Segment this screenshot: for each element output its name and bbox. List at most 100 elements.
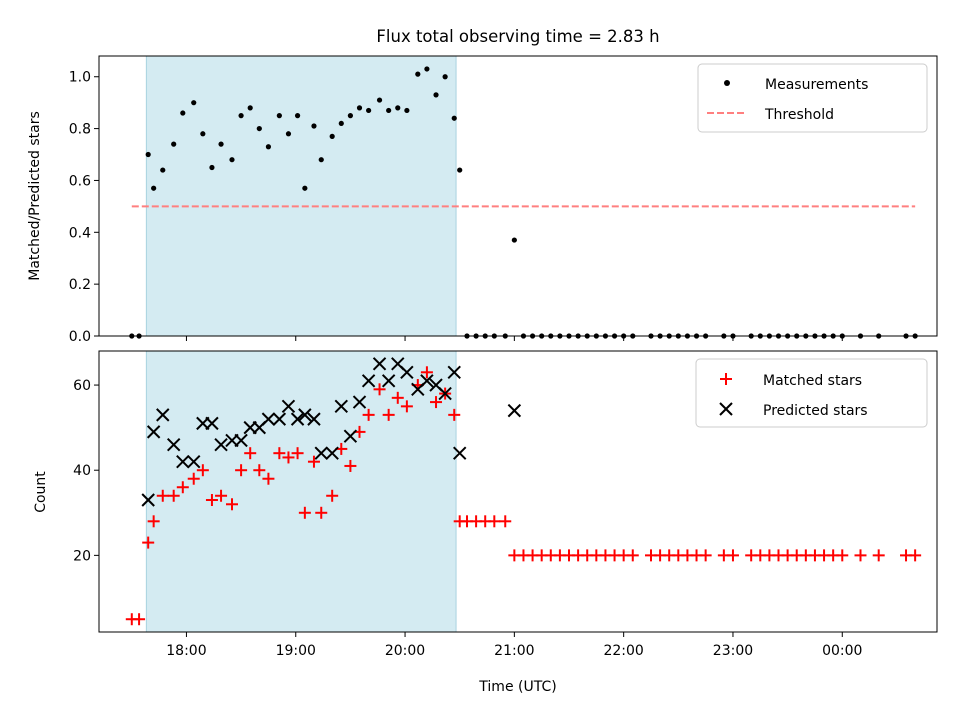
predicted-stars-point (352, 395, 367, 409)
measurements-point (424, 66, 430, 72)
matched-stars-point (142, 536, 155, 549)
predicted-stars-point (334, 399, 348, 414)
measurements-point (329, 133, 335, 139)
measurements-point (209, 164, 215, 171)
predicted-stars-point (166, 437, 181, 452)
matched-stars-point (373, 383, 386, 396)
predicted-stars-point (205, 416, 219, 431)
measurements-point (238, 113, 244, 119)
matched-stars-point (448, 408, 461, 421)
legend-measurements-label: Measurements (765, 77, 868, 93)
measurements-point (451, 115, 457, 121)
matched-stars-point (430, 396, 443, 409)
measurements-point (433, 92, 439, 98)
measurements-point (191, 100, 197, 106)
measurements-point (356, 105, 363, 111)
predicted-stars-point (372, 357, 387, 371)
matched-stars-point (147, 515, 160, 528)
legend-predicted-label: Predicted stars (763, 403, 868, 419)
bottom-ytick-label: 20 (73, 548, 91, 564)
matched-stars-point (420, 366, 433, 379)
predicted-stars-point (381, 374, 396, 388)
top-ytick-label: 1.0 (69, 70, 91, 86)
matched-stars-point (344, 459, 357, 472)
predicted-stars-point (343, 429, 358, 443)
matched-stars-point (872, 549, 885, 562)
measurements-point (200, 131, 206, 137)
matched-stars-point (291, 447, 304, 460)
bottom-xtick-label: 21:00 (494, 643, 534, 659)
matched-stars-point (167, 489, 180, 502)
matched-stars-point (187, 472, 200, 485)
measurements-point (160, 167, 166, 173)
predicted-stars-point (272, 412, 287, 426)
top-panel: 0.0 0.2 0.4 0.6 0.8 1.0 Matched/Predicted sta… (27, 55, 938, 345)
predicted-stars-point (281, 399, 296, 414)
matched-stars-point (836, 549, 849, 562)
bottom-legend-box (695, 358, 928, 428)
measurements-point (366, 107, 372, 114)
matched-stars-point (391, 391, 404, 404)
matched-stars-point (699, 549, 712, 562)
legend-threshold-label: Threshold (764, 107, 834, 123)
measurements-point (171, 141, 177, 147)
measurements-point (247, 105, 253, 111)
top-highlight-span (145, 55, 457, 337)
matched-stars-point (909, 549, 922, 562)
top-legend: Measurements Threshold (697, 63, 928, 133)
matched-stars-point (307, 455, 320, 468)
predicted-stars-point (314, 446, 328, 460)
matched-stars-point (382, 408, 395, 421)
matched-stars-point (400, 400, 413, 413)
matched-stars-point (176, 481, 189, 494)
matched-stars-point (253, 464, 266, 477)
measurements-point (285, 131, 292, 137)
measurements-point (276, 113, 282, 119)
matched-stars-point (726, 549, 739, 562)
matched-stars-point (362, 408, 375, 421)
predicted-stars-point (507, 403, 522, 418)
predicted-stars-point (214, 437, 228, 452)
predicted-stars-point (176, 454, 190, 469)
matched-stars-point (215, 489, 228, 502)
predicted-stars-point (452, 446, 467, 460)
matched-stars-point (315, 506, 328, 519)
measurements-point (151, 185, 157, 191)
matched-stars-point (488, 515, 501, 528)
measurements-point (442, 74, 448, 80)
measurements-point (294, 113, 301, 119)
matched-stars-point (273, 447, 286, 460)
matched-stars-point (282, 451, 295, 464)
bottom-ylabel: Count (33, 471, 49, 513)
measurements-point (395, 105, 401, 111)
chart-title: Flux total observing time = 2.83 h (376, 27, 659, 46)
top-ytick-label: 0.0 (69, 329, 91, 345)
predicted-stars-point (400, 365, 414, 379)
bottom-ytick-label: 40 (73, 463, 91, 479)
measurements-point (302, 185, 308, 191)
predicted-stars-point (234, 433, 248, 448)
bottom-xtick-label: 18:00 (166, 643, 206, 659)
matched-stars-point (499, 515, 512, 528)
measurements-point (229, 157, 235, 163)
measurements-point (415, 71, 421, 77)
predicted-stars-point (141, 493, 155, 507)
bottom-legend: Matched stars Predicted stars (695, 358, 928, 428)
legend-predicted-marker (719, 402, 733, 416)
predicted-stars-point (298, 408, 312, 422)
matched-stars-point (133, 613, 146, 626)
bottom-xtick-label: 22:00 (603, 643, 643, 659)
legend-matched-label: Matched stars (763, 373, 862, 389)
bottom-axes-frame (98, 350, 938, 633)
top-ylabel: Matched/Predicted stars (27, 111, 43, 281)
predicted-stars-point (261, 412, 276, 426)
top-ytick-label: 0.2 (69, 277, 91, 293)
predicted-stars-point (447, 365, 461, 379)
bottom-xtick-label: 00:00 (822, 643, 862, 659)
measurements-point (180, 110, 186, 116)
bottom-xtick-label: 20:00 (385, 643, 425, 659)
measurements-point (318, 157, 324, 163)
predicted-stars-point (290, 412, 305, 426)
matched-stars-point (854, 549, 867, 562)
